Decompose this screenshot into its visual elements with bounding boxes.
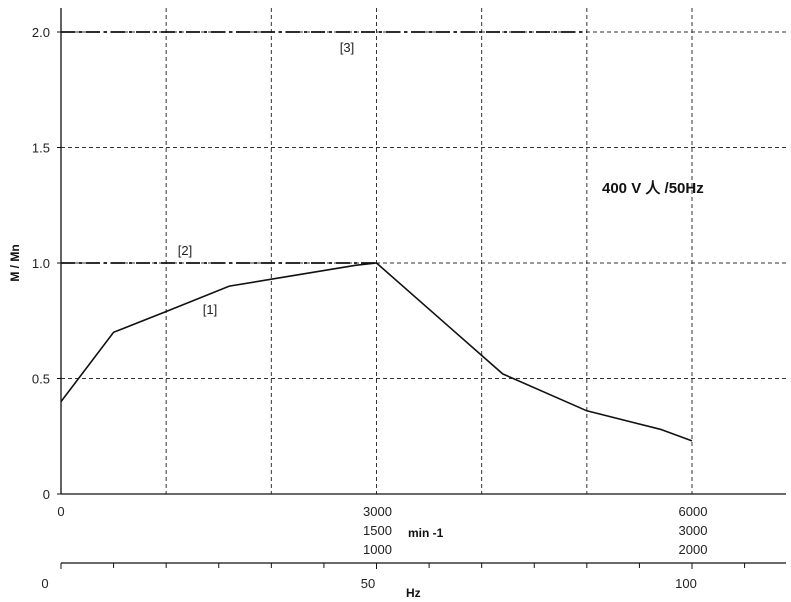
- speed-unit-label: min -1: [408, 526, 444, 540]
- freq-tick-label: 0: [41, 576, 48, 591]
- speed-tick-label: 1500: [363, 523, 392, 538]
- axes: [57, 8, 786, 569]
- y-tick-label: 1.5: [32, 141, 50, 156]
- series-label: [1]: [203, 302, 217, 317]
- series-label: [3]: [340, 40, 354, 55]
- y-tick-label: 0.5: [32, 372, 50, 387]
- y-axis-label: M / Mn: [8, 244, 22, 281]
- speed-tick-label: 2000: [679, 542, 708, 557]
- series-lines: [60, 31, 693, 442]
- y-tick-label: 0: [43, 487, 50, 502]
- y-tick-label: 2.0: [32, 25, 50, 40]
- voltage-frequency-annotation: 400 V 人 /50Hz: [602, 180, 704, 197]
- grid-lines: [61, 8, 786, 494]
- axis-labels: 00.51.01.52.00 300015001000600030002000mi…: [32, 25, 708, 600]
- speed-tick-label: 3000: [363, 504, 392, 519]
- freq-tick-label: 50: [361, 576, 375, 591]
- speed-tick-label: 3000: [679, 523, 708, 538]
- speed-tick-label: 6000: [679, 504, 708, 519]
- y-tick-label: 1.0: [32, 256, 50, 271]
- series-label: [2]: [178, 243, 192, 258]
- speed-tick-label: 0: [57, 504, 64, 519]
- freq-unit-label: Hz: [406, 586, 421, 600]
- series-line-1: [60, 262, 693, 442]
- freq-tick-label: 100: [675, 576, 697, 591]
- speed-tick-label: 1000: [363, 542, 392, 557]
